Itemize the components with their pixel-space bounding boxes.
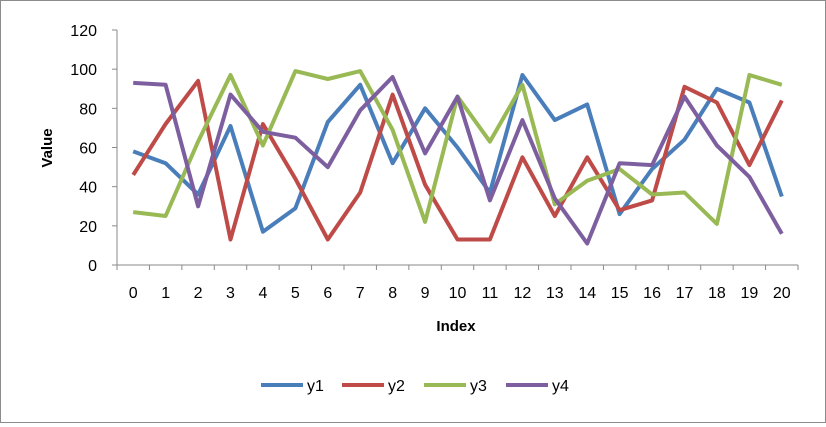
y-axis-label: Value xyxy=(39,128,56,167)
x-tick-label: 7 xyxy=(356,285,365,302)
series-line-y4 xyxy=(133,75,784,246)
y-tick-label: 0 xyxy=(88,258,97,275)
y-tick-label: 100 xyxy=(70,62,97,79)
x-tick-label: 16 xyxy=(643,285,661,302)
x-tick-label: 13 xyxy=(546,285,564,302)
x-tick-label: 18 xyxy=(708,285,726,302)
x-tick-label: 3 xyxy=(226,285,235,302)
series-line-y1 xyxy=(132,73,784,234)
y-tick-label: 80 xyxy=(79,101,97,118)
x-tick-label: 6 xyxy=(323,285,332,302)
x-tick-label: 19 xyxy=(740,285,758,302)
x-tick-label: 10 xyxy=(449,285,467,302)
legend-label: y2 xyxy=(388,378,405,395)
x-ticks: 0 1 2 3 4 5 6 7 8 9 10 11 12 13 14 15 16 17 18 19 20 xyxy=(116,265,799,302)
x-axis-label: Index xyxy=(436,318,476,335)
y-tick-label: 120 xyxy=(70,23,97,40)
x-tick-label: 1 xyxy=(161,285,170,302)
series-lines xyxy=(131,69,784,246)
y-tick-label: 60 xyxy=(79,141,97,158)
x-tick-label: 11 xyxy=(482,285,499,302)
x-tick-label: 9 xyxy=(421,285,430,302)
x-tick-label: 12 xyxy=(513,285,531,302)
x-tick-label: 8 xyxy=(388,285,397,302)
x-tick-label: 2 xyxy=(194,285,203,302)
x-tick-label: 15 xyxy=(611,285,629,302)
x-tick-label: 17 xyxy=(676,285,694,302)
y-tick-label: 20 xyxy=(79,219,97,236)
legend-label: y4 xyxy=(552,378,569,395)
x-tick-label: 5 xyxy=(291,285,300,302)
legend-label: y3 xyxy=(470,378,487,395)
y-ticks: 0 20 40 60 80 100 120 xyxy=(70,23,117,275)
legend: y1 y2 y3 y4 xyxy=(261,378,569,395)
x-tick-label: 0 xyxy=(129,285,138,302)
legend-label: y1 xyxy=(307,378,324,395)
y-tick-label: 40 xyxy=(79,180,97,197)
series-line-y2 xyxy=(131,78,784,242)
x-tick-label: 20 xyxy=(773,285,791,302)
x-tick-label: 4 xyxy=(258,285,267,302)
x-tick-label: 14 xyxy=(578,285,596,302)
